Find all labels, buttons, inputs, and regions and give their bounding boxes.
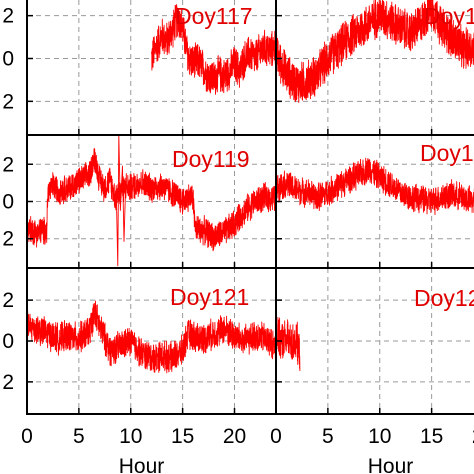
y-tick-label: 2	[2, 153, 14, 176]
panel-doy118: Doy118	[275, 0, 474, 136]
panel-doy117: 2 0 2 Doy117	[2, 0, 277, 136]
trace-doy117	[151, 4, 276, 95]
panel-label: Doy117	[175, 3, 253, 29]
y-tick-label: 2	[2, 371, 14, 394]
y-tick-label: 0	[2, 330, 14, 353]
y-tick-label: 2	[2, 289, 14, 312]
panel-doy119: 2 0 2 Doy119	[2, 134, 277, 269]
panel-label: Doy118	[424, 3, 474, 29]
trace-spike	[115, 135, 127, 267]
panel-label: Doy119	[172, 146, 250, 172]
x-tick-label: 20	[472, 425, 474, 448]
y-tick-label: 2	[2, 90, 14, 113]
panel-label: Doy121	[170, 284, 249, 310]
trace-doy119	[27, 148, 276, 252]
x-tick-label: 5	[73, 425, 85, 448]
x-tick-label: 5	[322, 425, 334, 448]
trace-doy122	[276, 317, 301, 372]
panel-label: Doy122	[414, 285, 474, 311]
x-tick-label: 0	[21, 425, 33, 448]
y-tick-label: 2	[2, 228, 14, 251]
x-tick-label: 20	[223, 425, 246, 448]
trace-doy121	[27, 300, 276, 374]
x-tick-label: 15	[420, 425, 443, 448]
x-tick-label: 15	[171, 425, 194, 448]
x-tick-label: 0	[270, 425, 282, 448]
y-tick-label: 0	[2, 191, 14, 214]
x-axis-label: Hour	[119, 455, 165, 474]
y-tick-label: 0	[2, 48, 14, 71]
trace-doy120	[276, 157, 474, 216]
x-tick-label: 10	[368, 425, 391, 448]
x-axis-label: Hour	[368, 455, 414, 474]
x-tick-label: 10	[119, 425, 142, 448]
panel-doy122: 0 5 10 15 20 Hour Doy122	[270, 267, 474, 474]
y-tick-label: 2	[2, 5, 14, 28]
trace-doy118	[276, 0, 474, 103]
